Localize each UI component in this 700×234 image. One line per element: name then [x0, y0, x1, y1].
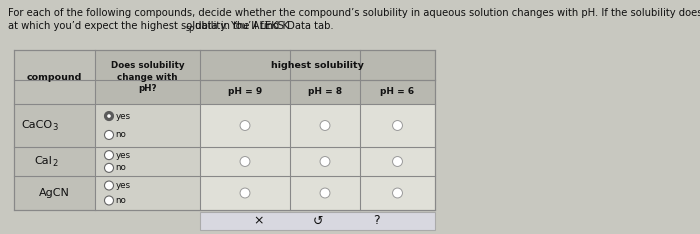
Ellipse shape	[107, 114, 111, 118]
Bar	[200, 104, 290, 147]
Text: data in the ALEKS Data tab.: data in the ALEKS Data tab.	[192, 21, 334, 31]
Bar	[95, 147, 200, 176]
Bar	[200, 147, 290, 176]
Ellipse shape	[320, 188, 330, 198]
Bar	[95, 104, 200, 147]
Ellipse shape	[240, 121, 250, 130]
Bar	[95, 176, 200, 210]
Bar	[200, 212, 435, 230]
Bar	[200, 212, 435, 230]
Text: pH = 6: pH = 6	[380, 88, 414, 96]
Ellipse shape	[393, 157, 402, 166]
Bar	[14, 50, 435, 210]
Text: ?: ?	[373, 215, 379, 227]
Ellipse shape	[393, 188, 402, 198]
Ellipse shape	[320, 121, 330, 130]
Bar	[14, 147, 95, 176]
Text: at which you’d expect the highest solubility. You’ll find K: at which you’d expect the highest solubi…	[8, 21, 289, 31]
Text: AgCN: AgCN	[39, 188, 70, 198]
Text: no: no	[116, 163, 127, 172]
Ellipse shape	[104, 112, 113, 121]
Ellipse shape	[104, 131, 113, 139]
Text: ↺: ↺	[312, 215, 323, 227]
Bar	[290, 147, 360, 176]
Text: yes: yes	[116, 181, 131, 190]
Bar	[360, 147, 435, 176]
Text: CaCO: CaCO	[22, 121, 52, 131]
Bar	[14, 176, 95, 210]
Ellipse shape	[240, 188, 250, 198]
Bar	[14, 50, 435, 104]
Ellipse shape	[320, 157, 330, 166]
Text: yes: yes	[116, 151, 131, 160]
Bar	[200, 176, 290, 210]
Text: 2: 2	[52, 159, 57, 168]
Bar	[14, 104, 95, 147]
Text: no: no	[116, 196, 127, 205]
Text: no: no	[116, 131, 127, 139]
Bar	[360, 104, 435, 147]
Bar	[14, 50, 95, 104]
Text: For each of the following compounds, decide whether the compound’s solubility in: For each of the following compounds, dec…	[8, 8, 700, 18]
Text: Does solubility
change with
pH?: Does solubility change with pH?	[111, 61, 184, 93]
Text: pH = 8: pH = 8	[308, 88, 342, 96]
Bar	[360, 176, 435, 210]
Ellipse shape	[393, 121, 402, 130]
Text: highest solubility: highest solubility	[271, 61, 364, 69]
Text: ×: ×	[253, 215, 264, 227]
Ellipse shape	[104, 151, 113, 160]
Text: 3: 3	[52, 123, 58, 132]
Text: CaI: CaI	[34, 157, 52, 167]
Bar	[95, 50, 200, 104]
Bar	[290, 104, 360, 147]
Bar	[14, 50, 435, 210]
Text: compound: compound	[27, 73, 82, 81]
Ellipse shape	[240, 157, 250, 166]
Bar	[290, 176, 360, 210]
Text: sp: sp	[186, 24, 195, 33]
Text: yes: yes	[116, 112, 131, 121]
Ellipse shape	[104, 181, 113, 190]
Ellipse shape	[104, 196, 113, 205]
Ellipse shape	[104, 163, 113, 172]
Text: pH = 9: pH = 9	[228, 88, 262, 96]
